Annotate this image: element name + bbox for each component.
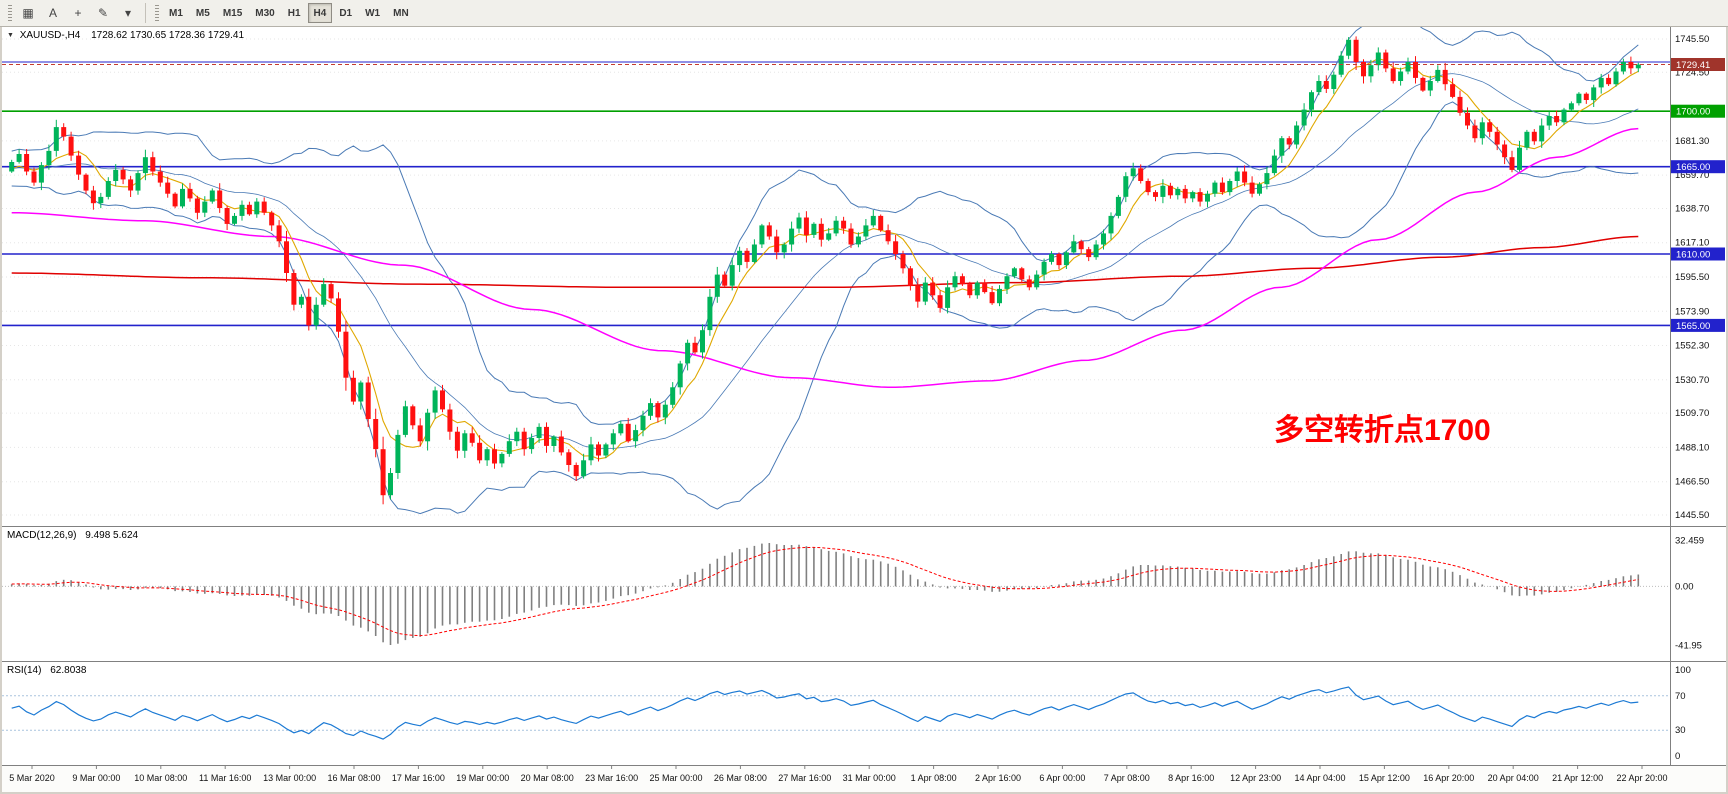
- svg-text:0: 0: [1675, 751, 1680, 762]
- svg-text:1659.70: 1659.70: [1675, 170, 1709, 181]
- svg-text:31 Mar 00:00: 31 Mar 00:00: [843, 773, 896, 783]
- svg-text:20 Apr 04:00: 20 Apr 04:00: [1488, 773, 1539, 783]
- svg-text:1565.00: 1565.00: [1676, 321, 1710, 332]
- timeframe-button-m5[interactable]: M5: [195, 7, 210, 19]
- svg-text:1595.50: 1595.50: [1675, 272, 1709, 283]
- svg-text:7 Apr 08:00: 7 Apr 08:00: [1104, 773, 1150, 783]
- rsi-title: RSI(14): [7, 665, 42, 676]
- timeframe-buttons: M1 M5 M15 M30 H1 H4 D1 W1 MN: [163, 3, 415, 23]
- windows-grid-icon[interactable]: ▦: [22, 6, 34, 20]
- timeframe-button-w1[interactable]: W1: [365, 7, 381, 19]
- svg-text:11 Mar 16:00: 11 Mar 16:00: [199, 773, 251, 783]
- chart-text-annotation[interactable]: 多空转折点1700: [1274, 414, 1491, 447]
- svg-text:8 Apr 16:00: 8 Apr 16:00: [1168, 773, 1214, 783]
- svg-text:5 Mar 2020: 5 Mar 2020: [9, 773, 55, 783]
- svg-text:20 Mar 08:00: 20 Mar 08:00: [521, 773, 574, 783]
- svg-text:1665.00: 1665.00: [1676, 162, 1710, 173]
- collapse-triangle-icon[interactable]: ▼: [7, 32, 14, 39]
- rsi-chart-canvas[interactable]: 100 70 30 0: [2, 662, 1726, 766]
- svg-text:1445.50: 1445.50: [1675, 510, 1709, 521]
- macd-panel: 32.459 0.00 -41.95 MACD(12,26,9) 9.498 5.6…: [2, 527, 1726, 662]
- svg-text:32.459: 32.459: [1675, 536, 1704, 547]
- svg-text:100: 100: [1675, 665, 1691, 676]
- toolbar: ▦ A + ✎ ▾ M1 M5 M15 M30 H1 H4 D1 W1 MN: [0, 0, 1728, 27]
- price-chart-canvas[interactable]: 1745.50 1724.50 1681.30 1659.70 1638.70 1617.…: [2, 27, 1726, 527]
- svg-text:30: 30: [1675, 725, 1686, 736]
- svg-text:6 Apr 00:00: 6 Apr 00:00: [1039, 773, 1085, 783]
- svg-text:16 Apr 20:00: 16 Apr 20:00: [1423, 773, 1474, 783]
- svg-text:13 Mar 00:00: 13 Mar 00:00: [263, 773, 316, 783]
- svg-text:1638.70: 1638.70: [1675, 204, 1709, 215]
- svg-text:21 Apr 12:00: 21 Apr 12:00: [1552, 773, 1603, 783]
- svg-text:26 Mar 08:00: 26 Mar 08:00: [714, 773, 767, 783]
- timeframe-button-m30[interactable]: M30: [255, 7, 275, 19]
- timeframe-button-m15[interactable]: M15: [222, 7, 243, 19]
- toolbar-icons: ▦ A + ✎ ▾: [16, 3, 140, 23]
- svg-text:16 Mar 08:00: 16 Mar 08:00: [327, 773, 380, 783]
- crosshair-icon[interactable]: +: [74, 6, 82, 20]
- svg-text:0.00: 0.00: [1675, 581, 1694, 592]
- price-panel: 1745.50 1724.50 1681.30 1659.70 1638.70 1617.…: [2, 27, 1726, 527]
- svg-text:1729.41: 1729.41: [1676, 60, 1710, 71]
- svg-text:10 Mar 08:00: 10 Mar 08:00: [134, 773, 187, 783]
- rsi-title-bar: RSI(14) 62.8038: [7, 665, 86, 676]
- timeframe-button-m1[interactable]: M1: [169, 7, 183, 19]
- toolbar-drag-handle[interactable]: [8, 5, 12, 21]
- time-axis-canvas[interactable]: 5 Mar 2020 9 Mar 00:00 10 Mar 08:00 11 Mar …: [2, 766, 1726, 792]
- svg-text:1509.70: 1509.70: [1675, 408, 1709, 419]
- svg-text:2 Apr 16:00: 2 Apr 16:00: [975, 773, 1021, 783]
- macd-values: 9.498 5.624: [85, 530, 139, 541]
- svg-text:22 Apr 20:00: 22 Apr 20:00: [1616, 773, 1667, 783]
- svg-text:23 Mar 16:00: 23 Mar 16:00: [585, 773, 638, 783]
- draw-tools-dropdown-icon[interactable]: ▾: [124, 6, 132, 20]
- svg-text:1530.70: 1530.70: [1675, 375, 1709, 386]
- annotate-letter-icon[interactable]: A: [48, 6, 57, 20]
- svg-text:1552.30: 1552.30: [1675, 341, 1709, 352]
- svg-text:1488.10: 1488.10: [1675, 442, 1709, 453]
- svg-text:25 Mar 00:00: 25 Mar 00:00: [649, 773, 702, 783]
- svg-text:1617.10: 1617.10: [1675, 238, 1709, 249]
- svg-text:27 Mar 16:00: 27 Mar 16:00: [778, 773, 831, 783]
- timeframe-button-h1[interactable]: H1: [287, 7, 301, 19]
- timeframe-button-mn[interactable]: MN: [393, 7, 409, 19]
- svg-text:1681.30: 1681.30: [1675, 136, 1709, 147]
- svg-text:14 Apr 04:00: 14 Apr 04:00: [1294, 773, 1345, 783]
- svg-text:9 Mar 00:00: 9 Mar 00:00: [72, 773, 120, 783]
- chart-window: 1745.50 1724.50 1681.30 1659.70 1638.70 1617.…: [2, 27, 1726, 792]
- symbol-timeframe-label: XAUUSD-,H4: [19, 30, 81, 41]
- rsi-panel: 100 70 30 0 RSI(14) 62.8038: [2, 662, 1726, 766]
- macd-chart-canvas[interactable]: 32.459 0.00 -41.95: [2, 527, 1726, 662]
- macd-title-bar: MACD(12,26,9) 9.498 5.624: [7, 530, 138, 541]
- svg-text:12 Apr 23:00: 12 Apr 23:00: [1230, 773, 1281, 783]
- toolbar-separator: [145, 3, 146, 23]
- svg-text:1610.00: 1610.00: [1676, 250, 1710, 261]
- svg-text:15 Apr 12:00: 15 Apr 12:00: [1359, 773, 1410, 783]
- svg-text:19 Mar 00:00: 19 Mar 00:00: [456, 773, 509, 783]
- timeframe-drag-handle[interactable]: [155, 5, 159, 21]
- svg-text:1724.50: 1724.50: [1675, 67, 1709, 78]
- svg-text:1745.50: 1745.50: [1675, 34, 1709, 45]
- svg-text:17 Mar 16:00: 17 Mar 16:00: [392, 773, 445, 783]
- svg-text:1 Apr 08:00: 1 Apr 08:00: [911, 773, 957, 783]
- svg-text:1700.00: 1700.00: [1676, 107, 1710, 118]
- svg-text:1466.50: 1466.50: [1675, 477, 1709, 488]
- time-axis[interactable]: 5 Mar 2020 9 Mar 00:00 10 Mar 08:00 11 Mar …: [2, 766, 1726, 792]
- svg-text:1573.90: 1573.90: [1675, 306, 1709, 317]
- timeframe-button-d1[interactable]: D1: [339, 7, 353, 19]
- macd-title: MACD(12,26,9): [7, 530, 77, 541]
- svg-text:-41.95: -41.95: [1675, 641, 1702, 652]
- ohlc-values-label: 1728.62 1730.65 1728.36 1729.41: [91, 30, 245, 41]
- chart-title-bar: ▼ XAUUSD-,H4 1728.62 1730.65 1728.36 172…: [7, 30, 244, 41]
- timeframe-button-h4[interactable]: H4: [307, 3, 333, 23]
- rsi-value: 62.8038: [50, 665, 87, 676]
- draw-tools-icon[interactable]: ✎: [97, 6, 109, 20]
- svg-text:70: 70: [1675, 691, 1686, 702]
